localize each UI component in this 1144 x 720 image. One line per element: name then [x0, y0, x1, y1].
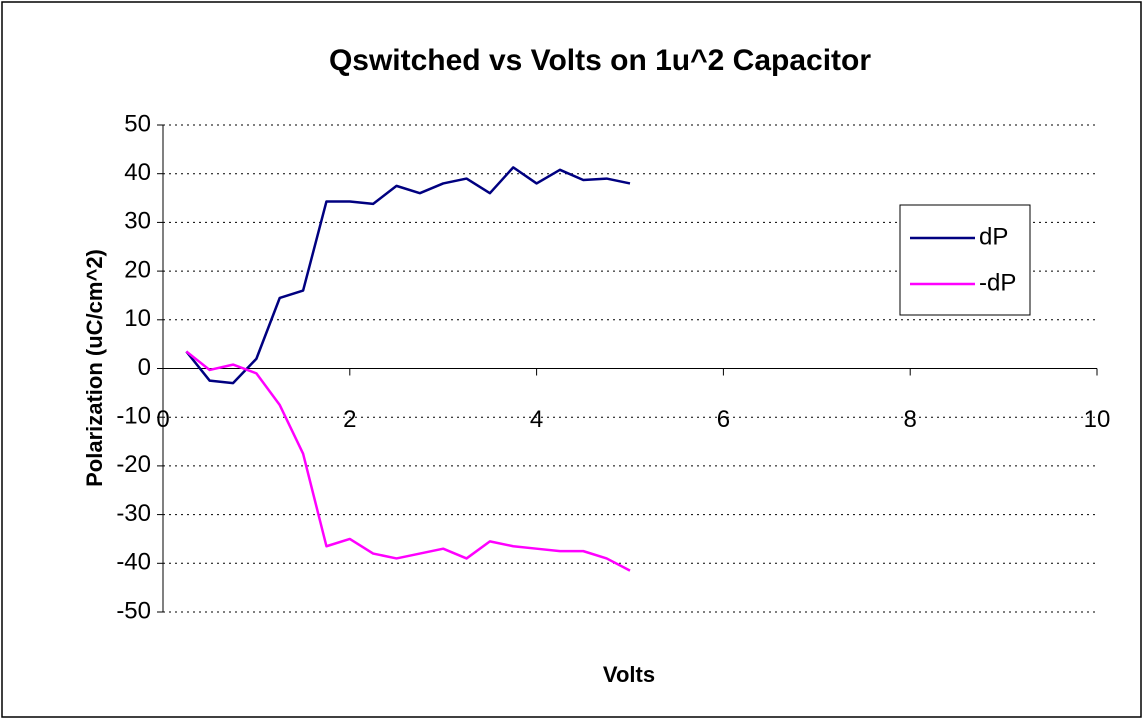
- data-line: [185, 166, 631, 385]
- legend-label: -dP: [979, 269, 1016, 296]
- data-line: [185, 350, 631, 572]
- y-tick-label: -20: [116, 451, 151, 478]
- x-tick-label: 8: [904, 406, 917, 433]
- x-tick-label: 10: [1084, 406, 1111, 433]
- chart-title: Qswitched vs Volts on 1u^2 Capacitor: [329, 44, 871, 77]
- y-tick-label: 50: [124, 110, 151, 137]
- y-tick-label: 30: [124, 208, 151, 235]
- y-tick-label: 40: [124, 159, 151, 186]
- x-tick-label: 0: [156, 406, 169, 433]
- x-tick-label: 6: [717, 406, 730, 433]
- x-tick-label: 4: [530, 406, 543, 433]
- x-axis-label: Volts: [603, 662, 655, 687]
- legend-label: dP: [979, 223, 1008, 250]
- legend-box: [899, 204, 1031, 316]
- y-tick-label: -10: [116, 403, 151, 430]
- y-tick-label: 20: [124, 256, 151, 283]
- y-axis-label: Polarization (uC/cm^2): [82, 249, 107, 487]
- y-tick-label: -40: [116, 549, 151, 576]
- y-tick-label: -50: [116, 597, 151, 624]
- y-tick-label: -30: [116, 500, 151, 527]
- y-tick-label: 0: [138, 354, 151, 381]
- y-tick-label: 10: [124, 305, 151, 332]
- x-tick-label: 2: [343, 406, 356, 433]
